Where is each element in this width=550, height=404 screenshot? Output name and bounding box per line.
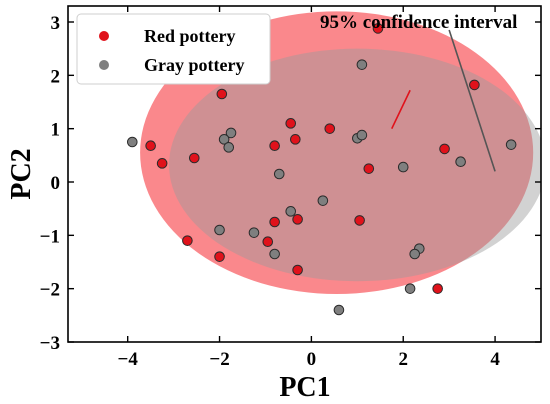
gray-pottery-point <box>455 156 466 168</box>
annotation-red-pointer <box>391 89 411 130</box>
y-axis: −3 −2 −1 0 1 2 3 <box>40 13 541 354</box>
x-tick-label: −4 <box>118 349 139 370</box>
red-pottery-point <box>290 134 301 145</box>
gray-pottery-point <box>409 248 421 260</box>
gray-pottery-point <box>126 136 138 148</box>
red-pottery-point <box>469 79 480 91</box>
y-axis-title: PC2 <box>6 148 37 199</box>
legend-label-gray: Gray pottery <box>144 55 244 75</box>
legend-marker-gray <box>99 60 109 70</box>
x-tick-label: −2 <box>209 349 229 370</box>
red-pottery-point <box>354 215 365 226</box>
red-pottery-point <box>292 214 303 225</box>
y-tick-label: 3 <box>51 13 61 34</box>
red-pottery-point <box>292 264 303 276</box>
gray-pottery-point <box>225 127 237 139</box>
gray-pottery-point <box>273 168 285 180</box>
x-tick-label: 0 <box>307 349 317 370</box>
gray-pottery-point <box>223 142 235 153</box>
legend-label-red: Red pottery <box>144 26 235 46</box>
red-pottery-point <box>439 143 450 155</box>
gray-pottery-point <box>505 139 517 150</box>
red-pottery-point <box>182 235 193 246</box>
plot-frame <box>67 5 542 343</box>
x-tick-label: 4 <box>490 349 500 370</box>
gray-pottery-point <box>285 206 297 217</box>
annotation: 95% confidence interval <box>320 12 517 172</box>
x-tick-label: 2 <box>398 349 408 370</box>
red-pottery-point <box>363 163 375 174</box>
y-tick-label: −1 <box>40 226 60 247</box>
annotation-text: 95% confidence interval <box>320 12 517 33</box>
red-pottery-point <box>214 251 225 262</box>
gray-pottery-point <box>404 283 416 294</box>
red-pottery-point <box>269 140 280 152</box>
legend-marker-red <box>99 31 109 41</box>
gray-pottery-point <box>214 224 225 236</box>
red-pottery-point <box>269 216 280 228</box>
red-pottery-point <box>156 158 168 169</box>
gray-pottery-point <box>356 129 368 141</box>
red-pottery-point <box>188 152 200 164</box>
y-tick-label: −3 <box>40 333 60 354</box>
gray-pottery-point <box>333 304 345 316</box>
legend: Red pottery Gray pottery <box>76 13 271 85</box>
gray-confidence-ellipse <box>169 48 541 282</box>
red-pottery-point <box>262 236 274 248</box>
gray-pottery-point <box>269 248 280 260</box>
red-pottery-point <box>324 123 336 134</box>
red-pottery-point <box>432 283 443 294</box>
gray-pottery-point <box>356 59 368 70</box>
red-pottery-point <box>372 23 384 34</box>
y-tick-label: 2 <box>51 66 61 87</box>
red-pottery-point <box>145 140 156 152</box>
red-pottery-point <box>285 118 297 129</box>
gray-pottery-point <box>317 195 329 206</box>
y-tick-label: −2 <box>40 280 60 301</box>
gray-pottery-point <box>218 134 230 145</box>
red-pottery-point <box>216 88 228 100</box>
legend-box <box>76 13 271 85</box>
annotation-gray-pointer <box>448 29 496 172</box>
gray-pottery-point <box>248 227 260 238</box>
gray-pottery-point <box>397 161 409 173</box>
y-tick-label: 0 <box>51 173 61 194</box>
y-tick-label: 1 <box>51 120 61 141</box>
x-axis-title: PC1 <box>279 372 330 403</box>
data-points <box>126 23 517 316</box>
x-axis: −4 −2 0 2 4 <box>118 6 500 370</box>
